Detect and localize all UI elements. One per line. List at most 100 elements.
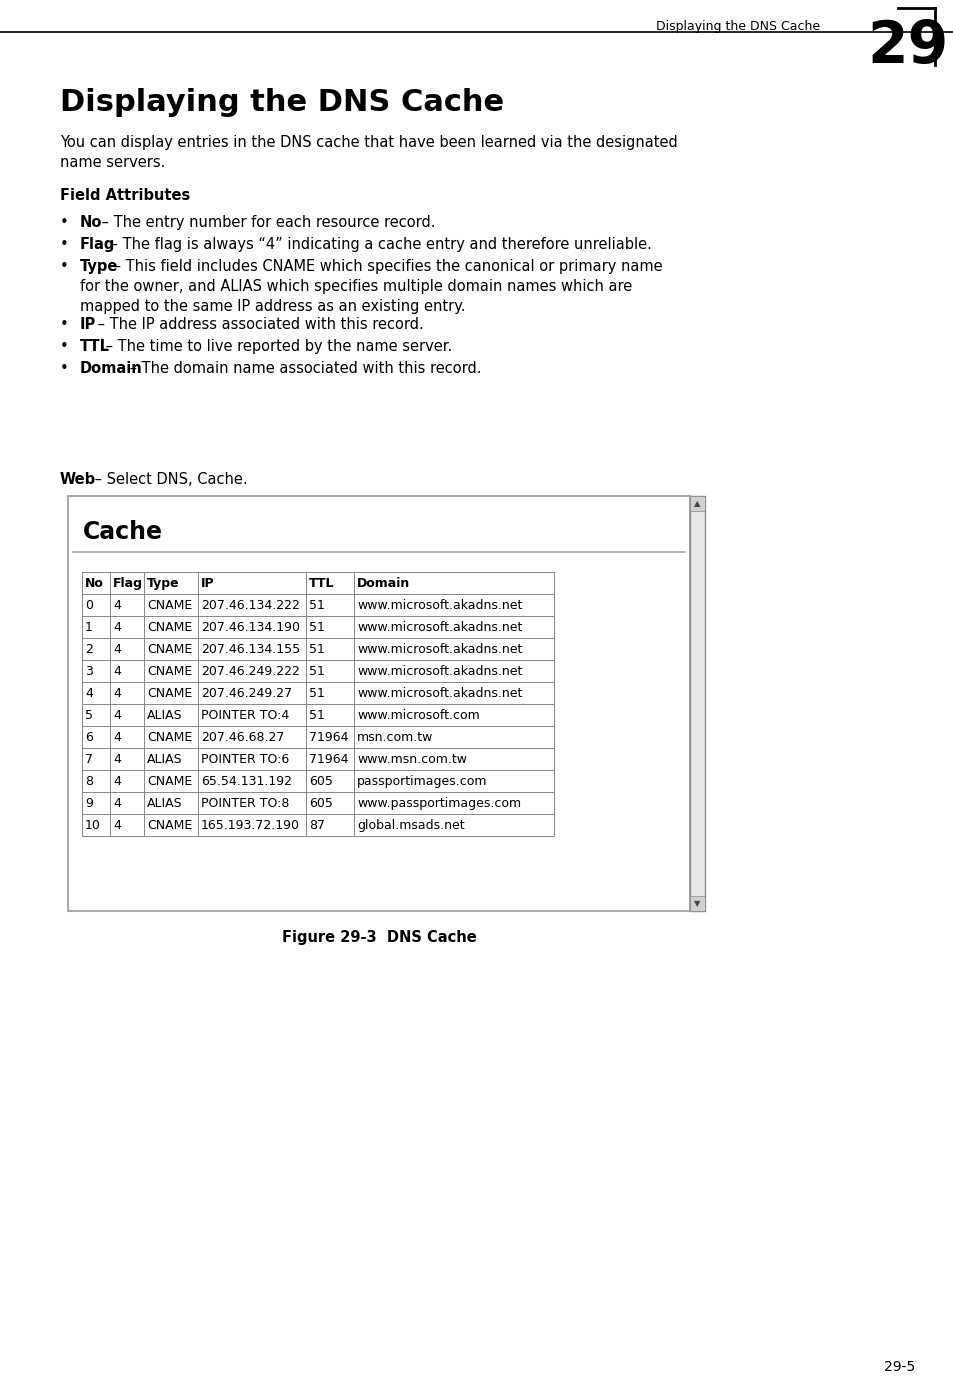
Text: 9: 9	[85, 797, 92, 809]
Text: Domain: Domain	[80, 361, 143, 376]
Text: No: No	[80, 215, 102, 230]
Text: Displaying the DNS Cache: Displaying the DNS Cache	[655, 19, 820, 33]
Text: 8: 8	[85, 775, 92, 787]
Text: www.microsoft.akadns.net: www.microsoft.akadns.net	[356, 643, 522, 655]
Text: Flag: Flag	[112, 576, 143, 590]
Text: – The entry number for each resource record.: – The entry number for each resource rec…	[97, 215, 435, 230]
Text: name servers.: name servers.	[60, 155, 165, 169]
Text: 4: 4	[112, 819, 121, 831]
Text: 4: 4	[112, 598, 121, 612]
Text: CNAME: CNAME	[147, 665, 193, 677]
Text: 4: 4	[112, 687, 121, 700]
Text: passportimages.com: passportimages.com	[356, 775, 487, 787]
Text: 4: 4	[112, 797, 121, 809]
Text: Cache: Cache	[83, 520, 163, 544]
Text: 207.46.134.222: 207.46.134.222	[201, 598, 299, 612]
Bar	[689, 496, 704, 511]
Text: 4: 4	[112, 620, 121, 633]
Text: Flag: Flag	[80, 237, 115, 253]
Text: POINTER TO:6: POINTER TO:6	[201, 752, 289, 766]
Text: 207.46.68.27: 207.46.68.27	[201, 730, 284, 744]
Text: www.microsoft.akadns.net: www.microsoft.akadns.net	[356, 620, 522, 633]
Text: – The time to live reported by the name server.: – The time to live reported by the name …	[101, 339, 452, 354]
Text: 87: 87	[309, 819, 325, 831]
Text: 4: 4	[112, 752, 121, 766]
Text: 4: 4	[112, 708, 121, 722]
Text: 51: 51	[309, 598, 325, 612]
Text: 5: 5	[85, 708, 92, 722]
Text: POINTER TO:4: POINTER TO:4	[201, 708, 289, 722]
Text: mapped to the same IP address as an existing entry.: mapped to the same IP address as an exis…	[80, 298, 465, 314]
Text: Web: Web	[60, 472, 96, 487]
Text: TTL: TTL	[80, 339, 110, 354]
Text: You can display entries in the DNS cache that have been learned via the designat: You can display entries in the DNS cache…	[60, 135, 677, 150]
Text: 207.46.134.155: 207.46.134.155	[201, 643, 300, 655]
Text: 29: 29	[866, 18, 947, 75]
Text: No: No	[85, 576, 104, 590]
Text: 71964: 71964	[309, 752, 348, 766]
Text: 4: 4	[112, 730, 121, 744]
Text: www.microsoft.com: www.microsoft.com	[356, 708, 479, 722]
Text: 71964: 71964	[309, 730, 348, 744]
Text: 207.46.249.27: 207.46.249.27	[201, 687, 292, 700]
Text: IP: IP	[80, 316, 96, 332]
Text: 4: 4	[112, 775, 121, 787]
Text: www.msn.com.tw: www.msn.com.tw	[356, 752, 467, 766]
Text: 207.46.249.222: 207.46.249.222	[201, 665, 299, 677]
Text: TTL: TTL	[309, 576, 335, 590]
Text: CNAME: CNAME	[147, 687, 193, 700]
Text: 51: 51	[309, 687, 325, 700]
Text: CNAME: CNAME	[147, 643, 193, 655]
Text: – The domain name associated with this record.: – The domain name associated with this r…	[125, 361, 481, 376]
Text: ALIAS: ALIAS	[147, 708, 182, 722]
Text: Displaying the DNS Cache: Displaying the DNS Cache	[60, 87, 503, 117]
Text: IP: IP	[201, 576, 214, 590]
Text: for the owner, and ALIAS which specifies multiple domain names which are: for the owner, and ALIAS which specifies…	[80, 279, 632, 294]
Text: 51: 51	[309, 665, 325, 677]
Text: •: •	[60, 237, 69, 253]
Text: CNAME: CNAME	[147, 775, 193, 787]
Text: www.microsoft.akadns.net: www.microsoft.akadns.net	[356, 598, 522, 612]
Text: – The flag is always “4” indicating a cache entry and therefore unreliable.: – The flag is always “4” indicating a ca…	[106, 237, 651, 253]
Text: – Select DNS, Cache.: – Select DNS, Cache.	[90, 472, 248, 487]
Text: Type: Type	[147, 576, 179, 590]
Text: 4: 4	[85, 687, 92, 700]
Text: 605: 605	[309, 775, 333, 787]
Text: www.microsoft.akadns.net: www.microsoft.akadns.net	[356, 687, 522, 700]
Text: 29-5: 29-5	[883, 1360, 915, 1374]
Text: 65.54.131.192: 65.54.131.192	[201, 775, 292, 787]
Text: ALIAS: ALIAS	[147, 752, 182, 766]
Text: 51: 51	[309, 643, 325, 655]
Text: CNAME: CNAME	[147, 598, 193, 612]
Text: global.msads.net: global.msads.net	[356, 819, 464, 831]
Text: Figure 29-3  DNS Cache: Figure 29-3 DNS Cache	[281, 930, 476, 945]
Text: 7: 7	[85, 752, 92, 766]
Text: POINTER TO:8: POINTER TO:8	[201, 797, 289, 809]
Text: 3: 3	[85, 665, 92, 677]
Text: •: •	[60, 215, 69, 230]
Bar	[68, 496, 689, 911]
Text: 0: 0	[85, 598, 92, 612]
Bar	[689, 897, 704, 911]
Text: 51: 51	[309, 708, 325, 722]
Text: Domain: Domain	[356, 576, 410, 590]
Text: 2: 2	[85, 643, 92, 655]
Text: msn.com.tw: msn.com.tw	[356, 730, 433, 744]
Text: Type: Type	[80, 260, 118, 273]
Text: CNAME: CNAME	[147, 819, 193, 831]
Text: www.passportimages.com: www.passportimages.com	[356, 797, 520, 809]
Text: 207.46.134.190: 207.46.134.190	[201, 620, 299, 633]
Text: 4: 4	[112, 665, 121, 677]
Text: – The IP address associated with this record.: – The IP address associated with this re…	[92, 316, 423, 332]
Text: ▲: ▲	[694, 500, 700, 508]
Text: CNAME: CNAME	[147, 620, 193, 633]
Text: Field Attributes: Field Attributes	[60, 187, 190, 203]
Text: •: •	[60, 316, 69, 332]
Text: 4: 4	[112, 643, 121, 655]
Text: 10: 10	[85, 819, 101, 831]
Text: 6: 6	[85, 730, 92, 744]
Text: 605: 605	[309, 797, 333, 809]
Text: CNAME: CNAME	[147, 730, 193, 744]
Text: 1: 1	[85, 620, 92, 633]
Text: •: •	[60, 361, 69, 376]
